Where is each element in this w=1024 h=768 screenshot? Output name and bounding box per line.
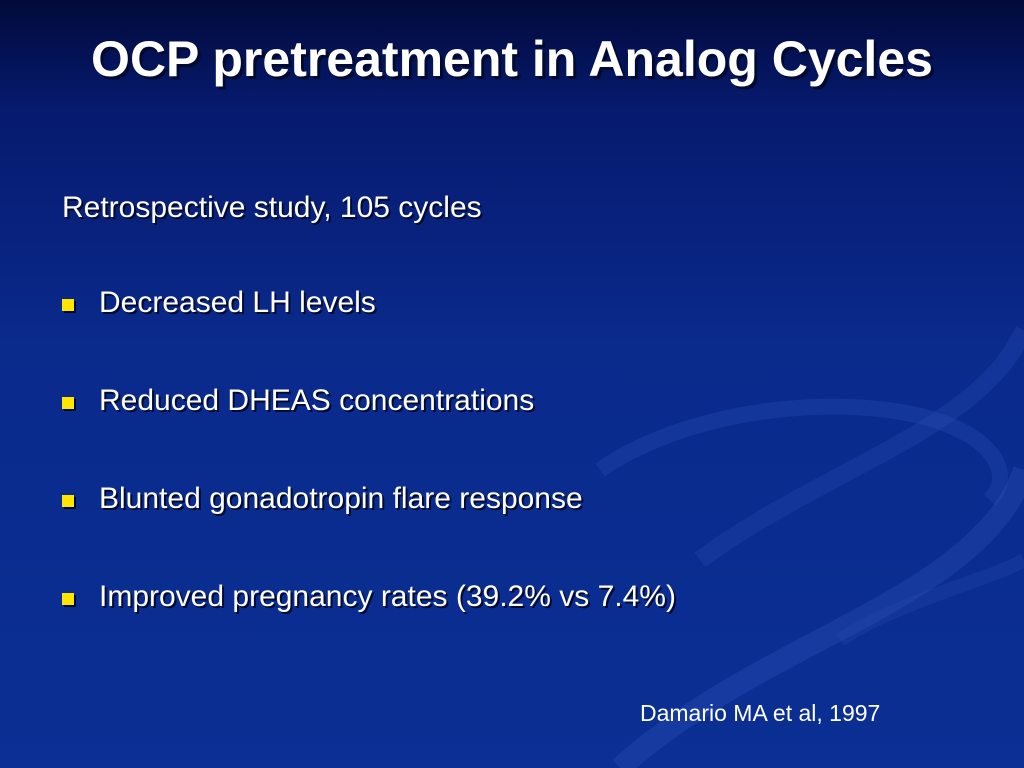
square-bullet-icon bbox=[62, 495, 74, 507]
bullet-item: Blunted gonadotropin flare response bbox=[62, 479, 676, 519]
bullet-item: Reduced DHEAS concentrations bbox=[62, 381, 676, 421]
bullet-text: Reduced DHEAS concentrations bbox=[99, 384, 535, 417]
slide-subtitle: Retrospective study, 105 cycles bbox=[62, 191, 482, 224]
bullet-text: Blunted gonadotropin flare response bbox=[99, 482, 583, 515]
bullet-text: Improved pregnancy rates (39.2% vs 7.4%) bbox=[99, 580, 676, 613]
slide-title: OCP pretreatment in Analog Cycles bbox=[91, 31, 933, 87]
square-bullet-icon bbox=[62, 593, 74, 605]
bullet-item: Improved pregnancy rates (39.2% vs 7.4%) bbox=[62, 577, 676, 617]
square-bullet-icon bbox=[62, 397, 74, 409]
bullet-list: Decreased LH levels Reduced DHEAS concen… bbox=[62, 283, 676, 675]
bullet-text: Decreased LH levels bbox=[99, 286, 376, 319]
square-bullet-icon bbox=[62, 299, 74, 311]
bullet-item: Decreased LH levels bbox=[62, 283, 676, 323]
citation: Damario MA et al, 1997 bbox=[640, 700, 881, 726]
